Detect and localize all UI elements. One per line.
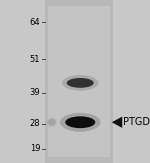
Text: 39: 39: [30, 88, 40, 97]
Text: 64: 64: [30, 18, 40, 27]
Ellipse shape: [46, 117, 57, 128]
Text: 51: 51: [30, 54, 40, 64]
Text: 19: 19: [30, 144, 40, 153]
Polygon shape: [112, 117, 122, 128]
Ellipse shape: [62, 75, 98, 91]
Ellipse shape: [67, 78, 94, 88]
Bar: [45, 0, 112, 163]
Ellipse shape: [60, 113, 100, 132]
Text: PTGDS: PTGDS: [123, 117, 150, 127]
Bar: [48, 6, 110, 157]
Ellipse shape: [48, 119, 56, 126]
Ellipse shape: [65, 116, 95, 128]
Text: 28: 28: [30, 119, 40, 128]
